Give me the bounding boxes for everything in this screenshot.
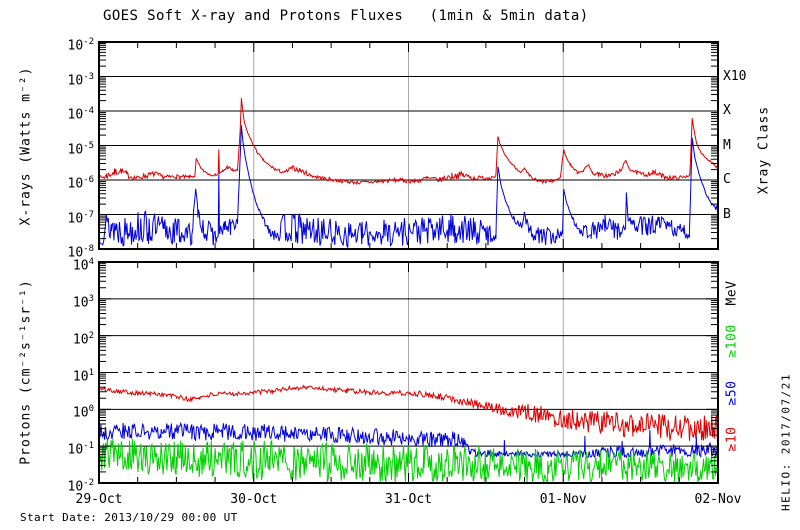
y-tick-label: 10-8 (67, 244, 95, 261)
panel-border (98, 41, 719, 250)
start-date-label: Start Date: 2013/10/29 00:00 UT (20, 511, 238, 524)
y-tick-label: 101 (72, 367, 94, 384)
y-tick-label: 100 (72, 404, 94, 421)
xray-class-label: C (723, 172, 731, 187)
y-tick-label: 10-2 (67, 478, 95, 495)
panel-border (98, 261, 719, 484)
series-xray-long-red (98, 98, 719, 186)
chart-title: GOES Soft X-ray and Protons Fluxes (1min… (103, 8, 589, 24)
proton-energy-label: ≥100 (724, 324, 740, 358)
proton-energy-label: MeV (724, 280, 740, 306)
y-tick-label: 103 (72, 293, 94, 311)
y-tick-label: 102 (72, 330, 94, 347)
xray-class-label: M (723, 137, 731, 153)
series-protons-ge10-red (98, 384, 719, 442)
series-xray-short-blue (98, 125, 719, 249)
y-tick-label: 10-4 (67, 106, 95, 123)
y-tick-label: 10-1 (67, 441, 95, 458)
xray-class-label: X10 (723, 68, 747, 84)
proton-energy-label: ≥10 (724, 426, 740, 452)
x-tick-label: 01-Nov (539, 492, 587, 507)
xray-class-label: X (723, 103, 731, 118)
x-tick-label: 02-Nov (694, 492, 742, 507)
proton-axis-label: Protons (cm⁻²s⁻¹sr⁻¹) (18, 279, 34, 465)
proton-energy-label: ≥50 (724, 380, 740, 406)
xray-class-label: B (723, 206, 731, 222)
y-tick-label: 10-7 (67, 209, 95, 226)
y-tick-label: 10-6 (67, 175, 95, 192)
y-tick-label: 10-3 (67, 71, 95, 88)
xray-class-axis-label: Xray Class (756, 105, 772, 195)
x-tick-label: 30-Oct (230, 492, 278, 507)
credit-label: HELIO: 2017/07/21 (779, 372, 793, 512)
x-tick-label: 29-Oct (75, 492, 123, 507)
y-tick-label: 10-2 (67, 37, 95, 54)
xray-axis-label: X-rays (Watts m⁻²) (18, 66, 34, 226)
y-tick-label: 104 (72, 257, 94, 274)
x-tick-label: 31-Oct (385, 492, 432, 507)
series-protons-ge100-green (98, 438, 719, 484)
y-tick-label: 10-5 (67, 140, 95, 157)
